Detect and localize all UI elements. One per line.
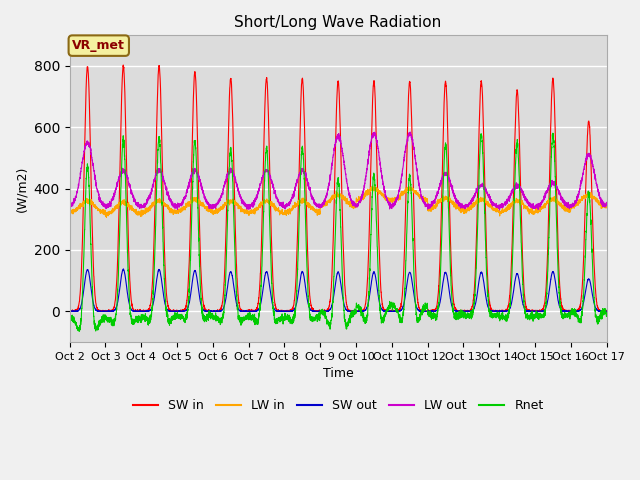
- Title: Short/Long Wave Radiation: Short/Long Wave Radiation: [234, 15, 442, 30]
- Text: VR_met: VR_met: [72, 39, 125, 52]
- Legend: SW in, LW in, SW out, LW out, Rnet: SW in, LW in, SW out, LW out, Rnet: [127, 394, 548, 417]
- X-axis label: Time: Time: [323, 367, 353, 380]
- Y-axis label: (W/m2): (W/m2): [15, 166, 28, 212]
